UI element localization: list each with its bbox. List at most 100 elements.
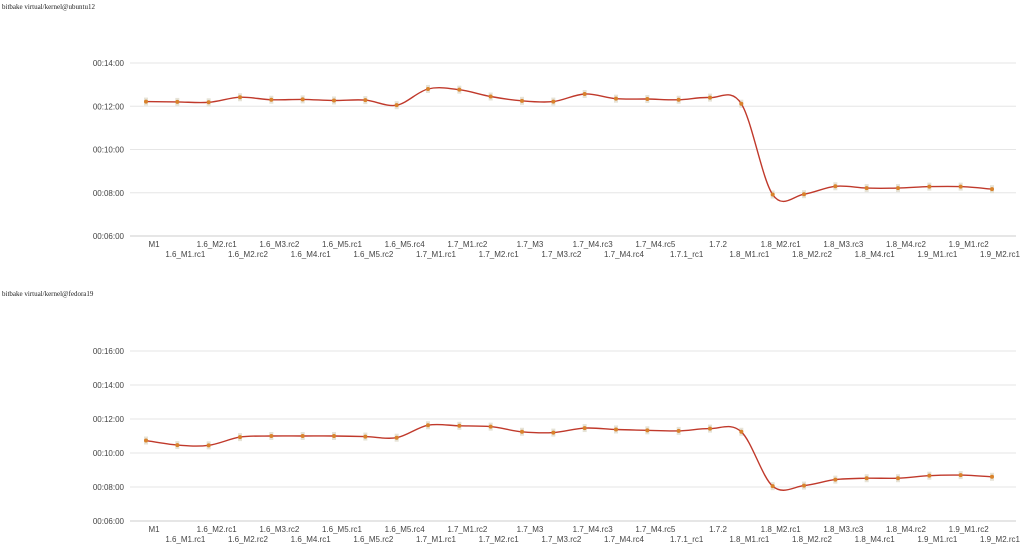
data-point	[927, 184, 932, 189]
x-tick-label: 1.6_M3.rc2	[259, 240, 300, 249]
data-point	[990, 187, 994, 192]
chart-1-title: bitbake virtual/kernel@ubuntu12	[2, 3, 95, 11]
x-tick-label: 1.7_M3	[517, 525, 544, 534]
data-point	[645, 428, 650, 433]
y-tick-label: 00:10:00	[93, 146, 125, 155]
data-point	[269, 97, 274, 102]
data-point	[426, 423, 430, 428]
data-point	[990, 474, 994, 479]
x-tick-label: 1.6_M5.rc4	[385, 240, 426, 249]
x-tick-label: 1.6_M5.rc4	[385, 525, 426, 534]
data-point	[363, 98, 368, 103]
x-tick-label: 1.7_M1.rc2	[447, 525, 488, 534]
x-tick-label: 1.9_M1.rc1	[917, 535, 958, 544]
data-point	[614, 96, 618, 101]
data-point	[739, 429, 744, 434]
data-point	[958, 184, 963, 189]
x-tick-label: 1.8_M4.rc2	[886, 525, 927, 534]
data-point	[332, 98, 336, 103]
y-tick-label: 00:08:00	[93, 189, 125, 198]
x-tick-label: 1.6_M2.rc1	[197, 240, 238, 249]
y-tick-label: 00:16:00	[93, 347, 125, 356]
x-tick-label: 1.8_M2.rc2	[792, 250, 833, 259]
data-point	[676, 428, 681, 433]
x-tick-label: 1.7.2	[709, 525, 727, 534]
x-tick-label: 1.9_M1.rc1	[917, 250, 958, 259]
data-point	[520, 429, 524, 434]
x-tick-label: 1.6_M4.rc1	[291, 535, 332, 544]
x-tick-label: 1.8_M1.rc1	[729, 535, 770, 544]
data-point	[927, 473, 932, 478]
y-tick-label: 00:14:00	[93, 59, 125, 68]
data-point	[426, 86, 430, 91]
data-point	[457, 87, 462, 92]
series-line	[145, 87, 993, 203]
data-point	[394, 435, 399, 440]
data-point	[958, 473, 963, 478]
y-tick-label: 00:12:00	[93, 102, 125, 111]
data-point	[394, 103, 399, 108]
data-point	[770, 192, 775, 197]
x-tick-label: 1.6_M4.rc1	[291, 250, 332, 259]
x-tick-label: 1.7_M1.rc1	[416, 535, 457, 544]
x-tick-label: 1.7.1_rc1	[670, 535, 704, 544]
x-tick-label: M1	[148, 240, 160, 249]
data-point	[802, 192, 806, 197]
x-tick-label: 1.9_M1.rc2	[949, 240, 990, 249]
x-tick-label: 1.8_M4.rc2	[886, 240, 927, 249]
data-point	[582, 426, 587, 431]
x-tick-label: 1.6_M2.rc2	[228, 535, 269, 544]
x-tick-label: 1.6_M5.rc2	[353, 250, 394, 259]
data-point	[238, 435, 242, 440]
x-tick-label: 1.8_M1.rc1	[729, 250, 770, 259]
x-tick-label: 1.7_M3.rc2	[541, 535, 582, 544]
data-point	[896, 186, 900, 191]
data-point	[457, 423, 462, 428]
x-tick-label: 1.9_M2.rc1	[980, 535, 1021, 544]
x-tick-label: 1.8_M3.rc3	[823, 525, 864, 534]
x-tick-label: 1.7_M4.rc5	[635, 240, 676, 249]
x-tick-label: 1.7.1_rc1	[670, 250, 704, 259]
data-point	[614, 427, 618, 432]
data-point	[551, 99, 556, 104]
x-tick-label: 1.7_M4.rc3	[573, 240, 614, 249]
data-point	[520, 98, 524, 103]
data-point	[708, 95, 712, 100]
chart-1: 00:06:00 00:08:00 00:10:00 00:12:00 00:14:00…	[93, 59, 1021, 259]
data-point	[269, 434, 274, 438]
data-point	[833, 477, 838, 482]
data-point	[488, 94, 493, 99]
x-tick-label: 1.6_M1.rc1	[165, 250, 206, 259]
y-tick-label: 00:12:00	[93, 415, 125, 424]
x-tick-label: 1.6_M3.rc2	[259, 525, 300, 534]
x-tick-label: 1.8_M3.rc3	[823, 240, 864, 249]
data-point	[802, 483, 806, 488]
x-tick-label: 1.7_M3.rc2	[541, 250, 582, 259]
data-point	[332, 434, 336, 438]
x-tick-label: 1.6_M1.rc1	[165, 535, 206, 544]
data-point	[708, 426, 712, 431]
x-tick-label: 1.8_M4.rc1	[855, 250, 896, 259]
x-tick-label: 1.8_M2.rc2	[792, 535, 833, 544]
x-tick-label: 1.7_M3	[517, 240, 544, 249]
x-tick-label: 1.9_M1.rc2	[949, 525, 990, 534]
data-point	[175, 443, 180, 448]
x-tick-label: 1.7_M4.rc5	[635, 525, 676, 534]
x-tick-label: 1.7_M4.rc4	[604, 250, 645, 259]
x-tick-label: 1.7_M2.rc1	[479, 250, 520, 259]
data-point	[206, 100, 211, 105]
x-tick-label: 1.6_M2.rc1	[197, 525, 238, 534]
data-point	[488, 424, 493, 429]
data-point	[144, 99, 148, 104]
chart-2-title: bitbake virtual/kernel@fedora19	[2, 290, 94, 298]
data-point	[144, 438, 148, 443]
data-point	[864, 186, 869, 191]
x-tick-label: 1.8_M2.rc1	[761, 240, 802, 249]
data-point	[645, 97, 650, 102]
data-point	[676, 97, 681, 102]
y-tick-label: 00:08:00	[93, 483, 125, 492]
y-tick-label: 00:14:00	[93, 381, 125, 390]
series-line	[145, 423, 993, 491]
x-tick-label: 1.7_M2.rc1	[479, 535, 520, 544]
data-point	[739, 101, 744, 106]
